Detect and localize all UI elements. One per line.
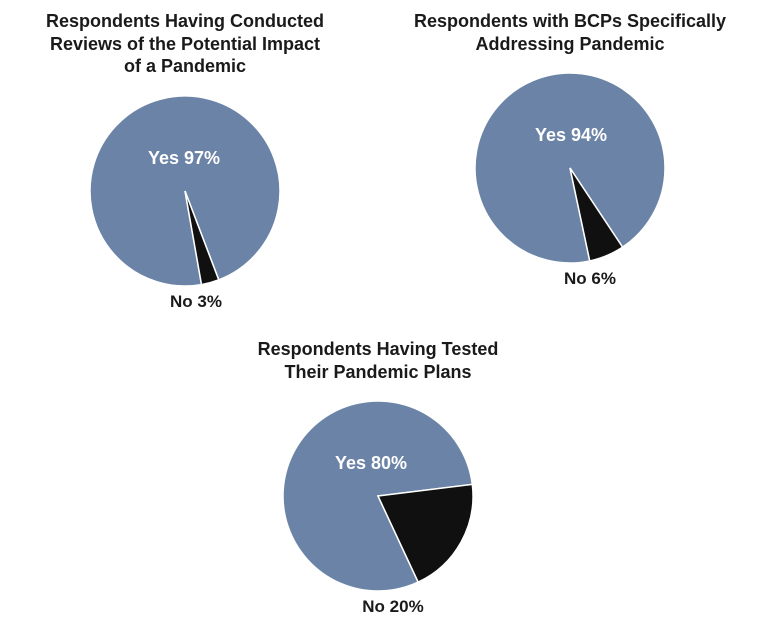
chart-title: Respondents Having Conducted Reviews of …	[25, 10, 345, 78]
chart-title: Respondents with BCPs Specifically Addre…	[400, 10, 740, 55]
pie-chart	[90, 96, 280, 286]
slice-no-label: No 6%	[564, 269, 616, 289]
chart-tested: Respondents Having Tested Their Pandemic…	[228, 338, 528, 617]
chart-title: Respondents Having Tested Their Pandemic…	[228, 338, 528, 383]
slice-no-label: No 20%	[362, 597, 423, 617]
pie-chart	[283, 401, 473, 591]
pie-wrap: Yes 94%	[475, 73, 665, 263]
pie-wrap: Yes 80%	[283, 401, 473, 591]
chart-bcp: Respondents with BCPs Specifically Addre…	[400, 10, 740, 289]
pie-chart	[475, 73, 665, 263]
slice-yes-label: Yes 94%	[535, 125, 607, 146]
page: Respondents Having Conducted Reviews of …	[0, 0, 759, 642]
slice-no-label: No 3%	[170, 292, 222, 312]
slice-yes-label: Yes 80%	[335, 453, 407, 474]
pie-wrap: Yes 97%	[90, 96, 280, 286]
chart-reviews: Respondents Having Conducted Reviews of …	[25, 10, 345, 312]
slice-yes-label: Yes 97%	[148, 148, 220, 169]
